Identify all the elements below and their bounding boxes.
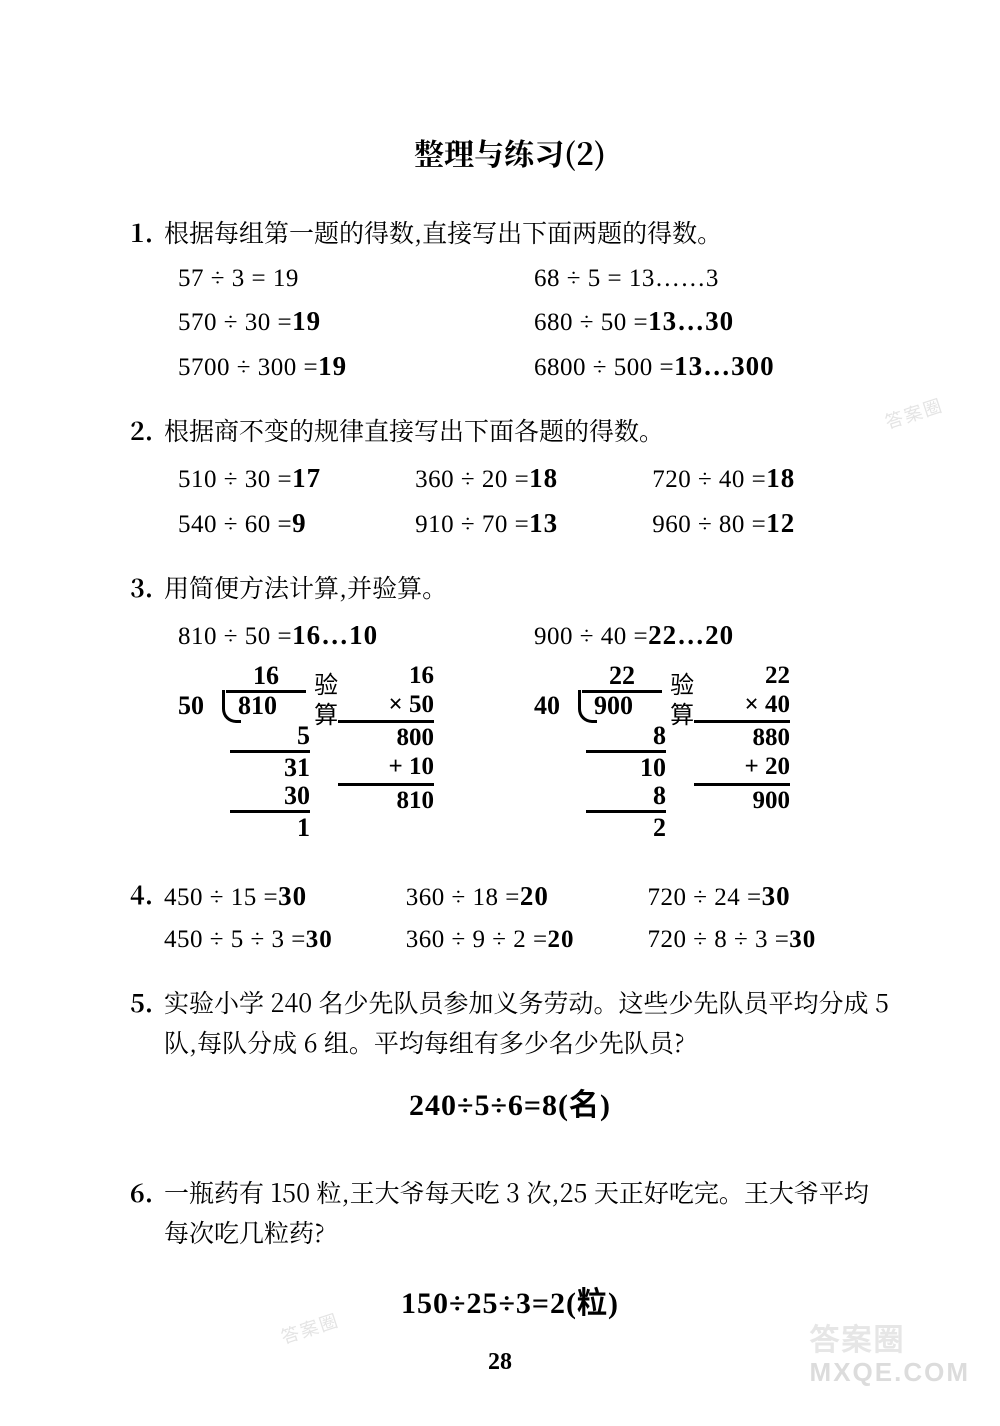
q5-stem: 实验小学 240 名少先队员参加义务劳动。这些少先队员平均分成 5 队,每队分成…	[164, 982, 890, 1062]
watermark-en: MXQE.COM	[810, 1357, 970, 1387]
watermark: 答案圈 MXQE.COM	[810, 1315, 970, 1388]
question-6: 6. 一瓶药有 150 粒,王大爷每天吃 3 次,25 天正好吃完。王大爷平均每…	[130, 1172, 890, 1322]
v0-l1: × 50	[338, 691, 434, 720]
verify-1: 验算 22 × 40 880 + 20 900	[694, 662, 790, 852]
q1-r2a-ans: 19	[318, 344, 347, 389]
q1-r1a-expr: 570 ÷ 30 =	[178, 302, 292, 343]
q1-r1b-ans: 13…30	[648, 299, 734, 344]
long-division-1: 22 40 900 8 10 8 2	[534, 662, 684, 852]
q4-r1b-expr: 360 ÷ 9 ÷ 2 =	[406, 919, 548, 960]
q4-r1c-ans: 30	[789, 919, 816, 960]
ld0-l3: 1	[230, 810, 310, 841]
q3-work-row: 16 50 810 5 31 30 1 验算 16 × 50	[130, 662, 890, 852]
v1-l0: 22	[694, 662, 790, 691]
q6-answer: 150÷25÷3=2(粒)	[401, 1287, 619, 1320]
q2-r1b-expr: 910 ÷ 70 =	[415, 504, 529, 545]
q3-work-1: 22 40 900 8 10 8 2 验算 22 × 40	[534, 662, 890, 852]
q1-r1a-ans: 19	[292, 299, 321, 344]
q4-r0a-expr: 450 ÷ 15 =	[164, 877, 278, 918]
q1-r0a-expr: 57 ÷ 3 = 19	[178, 258, 299, 299]
watermark-cn: 答案圈	[810, 1315, 970, 1359]
q1-r1b-expr: 680 ÷ 50 =	[534, 302, 648, 343]
q1-r2b-expr: 6800 ÷ 500 =	[534, 347, 674, 388]
question-4: 4. 450 ÷ 15 =30 360 ÷ 18 =20 720 ÷ 24 =3…	[130, 874, 890, 960]
ld1-l1: 10	[586, 750, 666, 781]
q4-number: 4.	[130, 874, 164, 960]
question-5: 5. 实验小学 240 名少先队员参加义务劳动。这些少先队员平均分成 5 队,每…	[130, 982, 890, 1124]
ld0-lines: 5 31 30 1	[230, 722, 310, 841]
ld0-dividend: 810	[238, 692, 277, 719]
v0-l0: 16	[338, 662, 434, 691]
q2-stem: 根据商不变的规律直接写出下面各题的得数。	[164, 410, 890, 450]
question-1: 1. 根据每组第一题的得数,直接写出下面两题的得数。 57 ÷ 3 = 19 6…	[130, 212, 890, 388]
q3-i0-ans: 16…10	[292, 613, 378, 658]
q2-r1c-expr: 960 ÷ 80 =	[652, 504, 766, 545]
long-division-0: 16 50 810 5 31 30 1	[178, 662, 328, 852]
q2-r1c-ans: 12	[766, 501, 795, 546]
question-2: 2. 根据商不变的规律直接写出下面各题的得数。 510 ÷ 30 =17 360…	[130, 410, 890, 545]
q1-stem: 根据每组第一题的得数,直接写出下面两题的得数。	[164, 212, 890, 252]
q3-i1-expr: 900 ÷ 40 =	[534, 616, 648, 657]
v1-l3: + 20	[694, 753, 790, 782]
worksheet-page: 整理与练习(2) 1. 根据每组第一题的得数,直接写出下面两题的得数。 57 ÷…	[0, 0, 1000, 1426]
q2-r0c-expr: 720 ÷ 40 =	[652, 459, 766, 500]
q2-r1a-expr: 540 ÷ 60 =	[178, 504, 292, 545]
q4-r0b-ans: 20	[520, 874, 549, 919]
question-3: 3. 用简便方法计算,并验算。 810 ÷ 50 =16…10 900 ÷ 40…	[130, 567, 890, 852]
q4-r0b-expr: 360 ÷ 18 =	[406, 877, 520, 918]
q2-r0c-ans: 18	[766, 456, 795, 501]
q3-i1-ans: 22…20	[648, 613, 734, 658]
verify0-label: 验算	[308, 672, 336, 732]
q4-r1a-ans: 30	[306, 919, 333, 960]
ld0-divisor: 50	[178, 692, 204, 719]
q5-answer: 240÷5÷6=8(名)	[409, 1089, 611, 1122]
q1-r0b-expr: 68 ÷ 5 = 13……3	[534, 258, 719, 299]
ld0-quotient: 16	[253, 662, 279, 689]
q3-i0-expr: 810 ÷ 50 =	[178, 616, 292, 657]
ld0-l1: 31	[230, 750, 310, 781]
faint-watermark-1: 答案圈	[881, 391, 946, 434]
verify1-label: 验算	[664, 672, 692, 732]
q5-number: 5.	[130, 982, 164, 1062]
q3-stem: 用简便方法计算,并验算。	[164, 567, 890, 607]
ld0-l0: 5	[230, 722, 310, 749]
q1-r2b-ans: 13…300	[674, 344, 775, 389]
v1-l2: 880	[694, 720, 790, 753]
v1-l1: × 40	[694, 691, 790, 720]
q3-number: 3.	[130, 567, 164, 607]
q6-number: 6.	[130, 1172, 164, 1252]
q2-r0a-expr: 510 ÷ 30 =	[178, 459, 292, 500]
verify-0: 验算 16 × 50 800 + 10 810	[338, 662, 434, 852]
q2-r0b-expr: 360 ÷ 20 =	[415, 459, 529, 500]
ld1-l0: 8	[586, 722, 666, 749]
q3-work-0: 16 50 810 5 31 30 1 验算 16 × 50	[178, 662, 534, 852]
v1-l4: 900	[694, 783, 790, 816]
ld1-l2: 8	[586, 782, 666, 809]
page-title: 整理与练习(2)	[130, 130, 890, 174]
q2-r1b-ans: 13	[529, 501, 558, 546]
v0-l4: 810	[338, 783, 434, 816]
v0-l2: 800	[338, 720, 434, 753]
ld1-lines: 8 10 8 2	[586, 722, 666, 841]
q4-r1a-expr: 450 ÷ 5 ÷ 3 =	[164, 919, 306, 960]
q2-r1a-ans: 9	[292, 501, 307, 546]
q4-r0c-ans: 30	[762, 874, 791, 919]
q4-r1b-ans: 20	[548, 919, 575, 960]
q4-r0a-ans: 30	[278, 874, 307, 919]
q2-number: 2.	[130, 410, 164, 450]
q2-r0b-ans: 18	[529, 456, 558, 501]
q6-stem: 一瓶药有 150 粒,王大爷每天吃 3 次,25 天正好吃完。王大爷平均每次吃几…	[164, 1172, 890, 1252]
ld0-l2: 30	[230, 782, 310, 809]
q1-number: 1.	[130, 212, 164, 252]
q2-r0a-ans: 17	[292, 456, 321, 501]
ld1-dividend: 900	[594, 692, 633, 719]
q4-r1c-expr: 720 ÷ 8 ÷ 3 =	[648, 919, 790, 960]
q4-r0c-expr: 720 ÷ 24 =	[648, 877, 762, 918]
ld1-quotient: 22	[609, 662, 635, 689]
q1-r2a-expr: 5700 ÷ 300 =	[178, 347, 318, 388]
ld1-divisor: 40	[534, 692, 560, 719]
ld1-l3: 2	[586, 810, 666, 841]
v0-l3: + 10	[338, 753, 434, 782]
